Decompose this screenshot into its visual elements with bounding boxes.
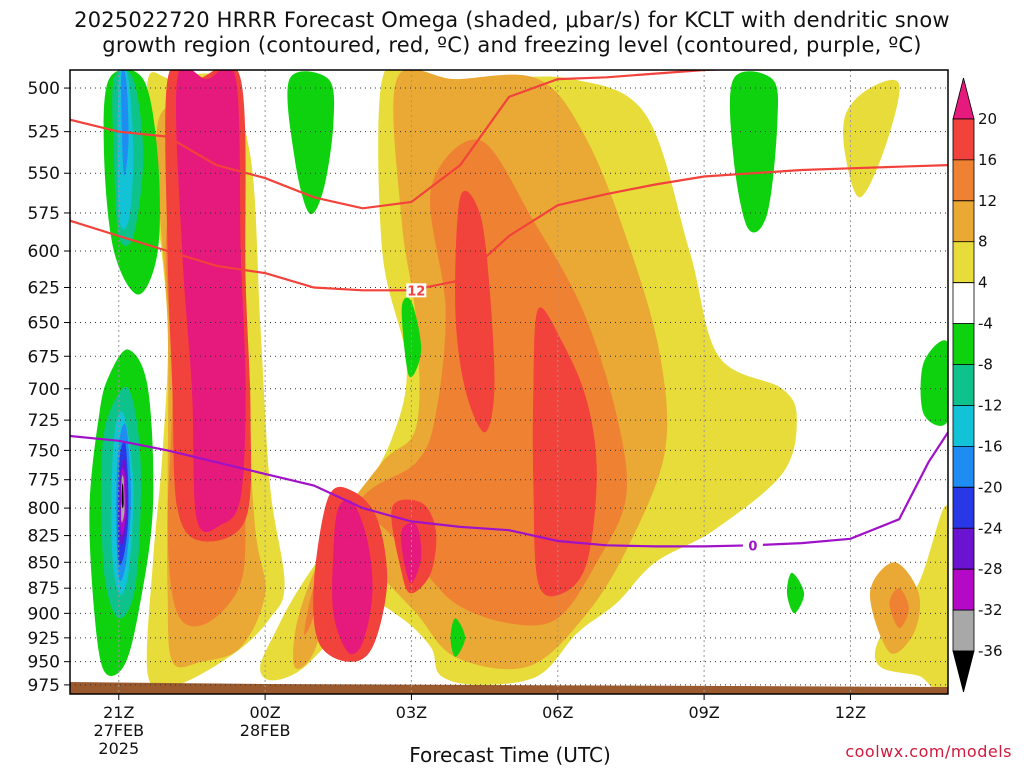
omega-cell-24: [920, 340, 948, 426]
omega-cell-17: [401, 522, 422, 584]
colorbar-label-2: 12: [978, 192, 997, 210]
y-tick-label-800: 800: [28, 499, 60, 519]
omega-cell-25: [450, 618, 466, 657]
omega-cell-11: [532, 307, 597, 597]
x-tick-label-12-0: 09Z: [688, 703, 719, 722]
omega-cell-16: [332, 499, 373, 655]
contour-label-bg-1: [742, 538, 763, 553]
colorbar-band-7: [952, 364, 975, 406]
colorbar-label-1: 16: [978, 151, 997, 169]
omega-cell-22: [729, 71, 779, 233]
y-tick-label-625: 625: [28, 278, 60, 298]
plot-frame: [69, 69, 949, 695]
x-tick-label-0-1: 27FEB: [93, 721, 144, 740]
y-tick-label-600: 600: [28, 242, 60, 262]
contour-line-2: [70, 431, 948, 548]
x-tick-label-9-0: 06Z: [542, 703, 573, 722]
y-tick-label-650: 650: [28, 314, 60, 334]
omega-cell-36: [121, 483, 124, 509]
colorbar-label-6: -8: [978, 356, 993, 374]
colorbar-band-4: [952, 241, 975, 284]
x-axis-label: Forecast Time (UTC): [409, 743, 611, 767]
colorbar-band-8: [952, 405, 975, 447]
y-tick-label-875: 875: [28, 579, 60, 599]
y-tick-label-725: 725: [28, 411, 60, 431]
omega-shading: [89, 70, 948, 694]
y-tick-label-775: 775: [28, 471, 60, 491]
colorbar-label-10: -24: [978, 519, 1003, 537]
y-tick-label-550: 550: [28, 164, 60, 184]
contour-line-0: [70, 70, 734, 210]
colorbar-band-6: [952, 323, 975, 365]
colorbar-label-0: 20: [978, 110, 997, 128]
colorbar-label-11: -28: [978, 560, 1003, 578]
x-tick-label-0-2: 2025: [98, 739, 139, 758]
y-tick-label-575: 575: [28, 204, 60, 224]
y-tick-label-675: 675: [28, 347, 60, 367]
colorbar-label-9: -20: [978, 478, 1003, 496]
terrain-strip: [70, 682, 948, 694]
colorbar-band-10: [952, 486, 975, 529]
colorbar-band-14: [952, 650, 975, 693]
contour-label-0: 12: [407, 284, 425, 299]
y-tick-label-950: 950: [28, 653, 60, 673]
x-tick-label-15-0: 12Z: [835, 703, 866, 722]
x-tick-label-3-1: 28FEB: [240, 721, 291, 740]
y-tick-label-500: 500: [28, 79, 60, 99]
omega-cell-9: [889, 588, 909, 629]
contour-label-1: 0: [748, 539, 757, 554]
colorbar-label-13: -36: [978, 642, 1003, 660]
x-tick-label-6-0: 03Z: [396, 703, 427, 722]
colorbar-band-3: [952, 200, 975, 243]
contour-line-1: [70, 164, 948, 292]
y-tick-label-925: 925: [28, 629, 60, 649]
colorbar-label-8: -16: [978, 437, 1003, 455]
colorbar-band-11: [952, 527, 975, 570]
colorbar-band-0: [952, 77, 975, 120]
y-tick-label-900: 900: [28, 604, 60, 624]
omega-cell-15: [175, 70, 246, 532]
colorbar-band-9: [952, 446, 975, 488]
y-tick-label-525: 525: [28, 123, 60, 143]
omega-cell-30: [121, 70, 129, 176]
colorbar-label-7: -12: [978, 396, 1003, 414]
x-tick-label-3-0: 00Z: [249, 703, 280, 722]
colorbar-label-4: 4: [978, 274, 988, 292]
colorbar-band-2: [952, 159, 975, 202]
colorbar-band-1: [952, 118, 975, 161]
y-tick-label-825: 825: [28, 527, 60, 547]
omega-cell-10: [455, 190, 495, 433]
y-tick-label-750: 750: [28, 441, 60, 461]
colorbar-label-5: -4: [978, 315, 993, 333]
colorbar-band-13: [952, 609, 975, 652]
colorbar-label-3: 8: [978, 233, 988, 251]
chart-title-line-1: 2025022720 HRRR Forecast Omega (shaded, …: [74, 8, 950, 32]
omega-cell-20: [287, 71, 335, 215]
contour-lines: [70, 70, 948, 548]
source-credit: coolwx.com/models: [845, 742, 1012, 761]
omega-cell-23: [786, 572, 805, 614]
y-tick-label-975: 975: [28, 676, 60, 696]
colorbar-band-12: [952, 568, 975, 611]
y-tick-label-850: 850: [28, 553, 60, 573]
contour-label-bg-0: [406, 283, 427, 298]
y-tick-label-700: 700: [28, 380, 60, 400]
colorbar-band-5: [952, 282, 975, 324]
omega-cell-21: [401, 297, 422, 378]
colorbar-label-12: -32: [978, 601, 1003, 619]
chart-title-line-2: growth region (contoured, red, ºC) and f…: [102, 33, 922, 57]
x-tick-label-0-0: 21Z: [103, 703, 134, 722]
